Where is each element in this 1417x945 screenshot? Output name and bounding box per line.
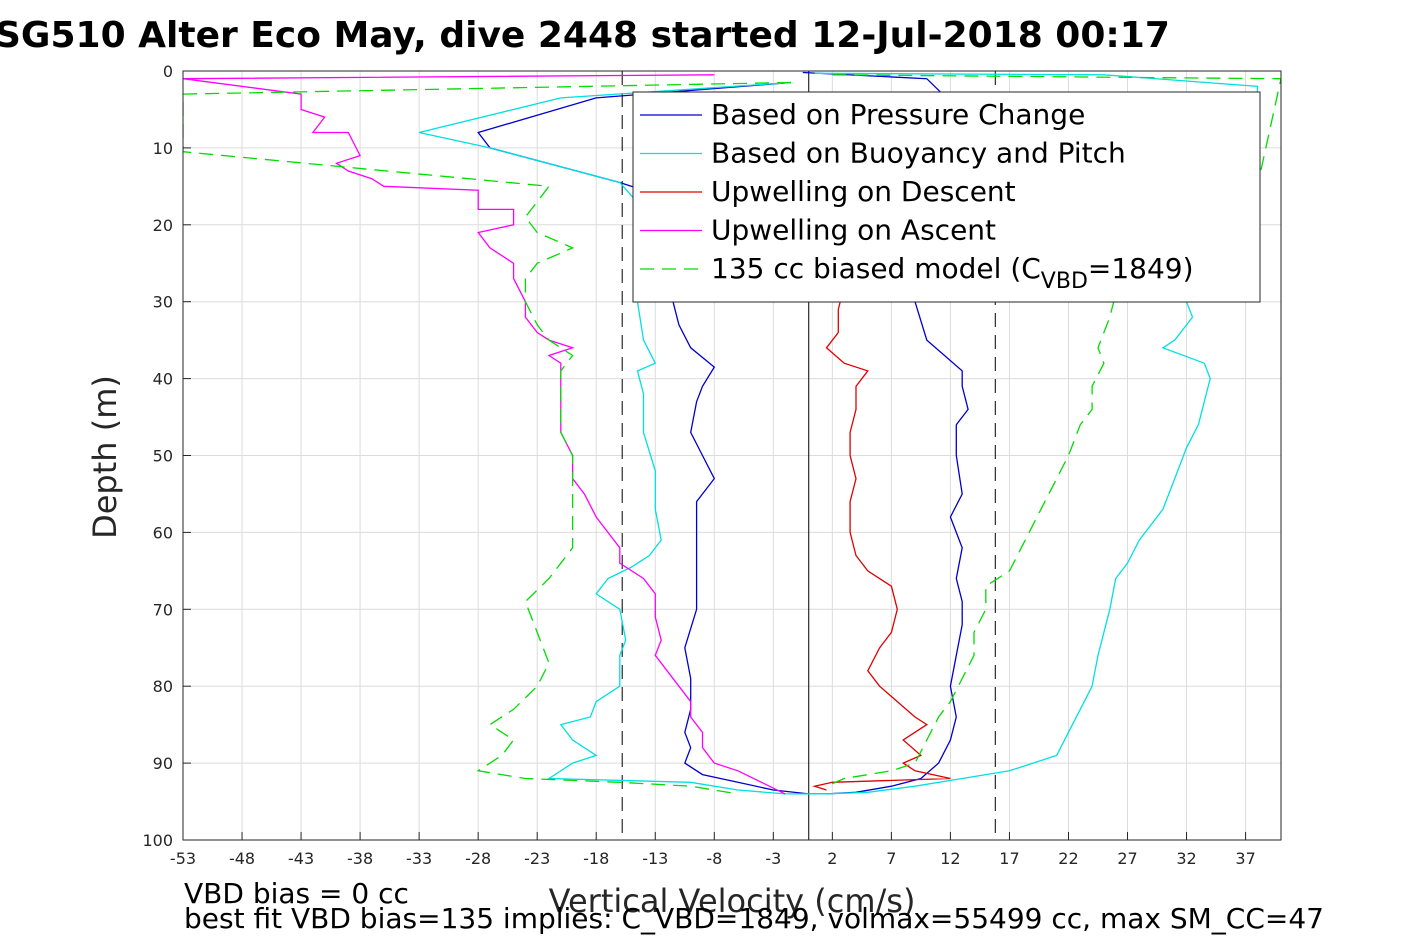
x-tick-label: 32 xyxy=(1176,849,1196,868)
y-tick-label: 70 xyxy=(153,600,173,619)
y-tick-label: 60 xyxy=(153,523,173,542)
x-tick-label: -8 xyxy=(706,849,722,868)
legend-label: Upwelling on Ascent xyxy=(711,214,996,247)
y-tick-label: 90 xyxy=(153,754,173,773)
x-tick-label: -53 xyxy=(170,849,196,868)
legend-label: Based on Pressure Change xyxy=(711,98,1085,131)
best-fit-note: best fit VBD bias=135 implies: C_VBD=184… xyxy=(184,902,1324,935)
x-tick-label: -13 xyxy=(642,849,668,868)
y-tick-label: 40 xyxy=(153,370,173,389)
y-tick-label: 10 xyxy=(153,139,173,158)
x-tick-label: -38 xyxy=(347,849,373,868)
x-ticks: -53 -48 -43 -38 -33 -28 -23 -18 -13 -8 -3 2 7 12 17 22 2… xyxy=(170,832,1256,868)
series-3-line xyxy=(812,240,951,791)
x-tick-label: -43 xyxy=(288,849,314,868)
legend-label: Based on Buoyancy and Pitch xyxy=(711,137,1126,170)
series-5-line-ascent xyxy=(826,74,1281,787)
chart-title: SG510 Alter Eco May, dive 2448 started 1… xyxy=(0,15,1170,56)
legend: Based on Pressure Change Based on Buoyanc… xyxy=(632,91,1261,303)
y-tick-label: 50 xyxy=(153,447,173,466)
x-tick-label: -3 xyxy=(765,849,781,868)
y-tick-label: 30 xyxy=(153,293,173,312)
legend-label: Upwelling on Descent xyxy=(711,175,1016,208)
x-tick-label: 27 xyxy=(1117,849,1137,868)
y-ticks: 0 10 20 30 40 50 60 70 80 90 100 xyxy=(142,62,191,850)
x-tick-label: 7 xyxy=(886,849,896,868)
x-tick-label: 22 xyxy=(1058,849,1078,868)
y-tick-label: 20 xyxy=(153,216,173,235)
x-tick-label: -28 xyxy=(465,849,491,868)
y-tick-label: 0 xyxy=(163,62,173,81)
y-tick-label: 80 xyxy=(153,677,173,696)
x-axis-label: Vertical Velocity (cm/s) xyxy=(549,882,916,920)
series-4-line xyxy=(183,74,786,795)
x-tick-label: -23 xyxy=(524,849,550,868)
legend-box xyxy=(632,91,1261,303)
x-tick-label: -48 xyxy=(229,849,255,868)
series-5-line-descent xyxy=(183,81,792,795)
x-tick-label: 2 xyxy=(827,849,837,868)
x-tick-label: -18 xyxy=(583,849,609,868)
y-tick-label: 100 xyxy=(142,831,173,850)
x-tick-label: 17 xyxy=(999,849,1019,868)
vbd-bias-note: VBD bias = 0 cc xyxy=(184,877,409,910)
x-tick-label: -33 xyxy=(406,849,432,868)
x-tick-label: 37 xyxy=(1235,849,1255,868)
y-axis-label: Depth (m) xyxy=(86,375,124,539)
x-tick-label: 12 xyxy=(940,849,960,868)
